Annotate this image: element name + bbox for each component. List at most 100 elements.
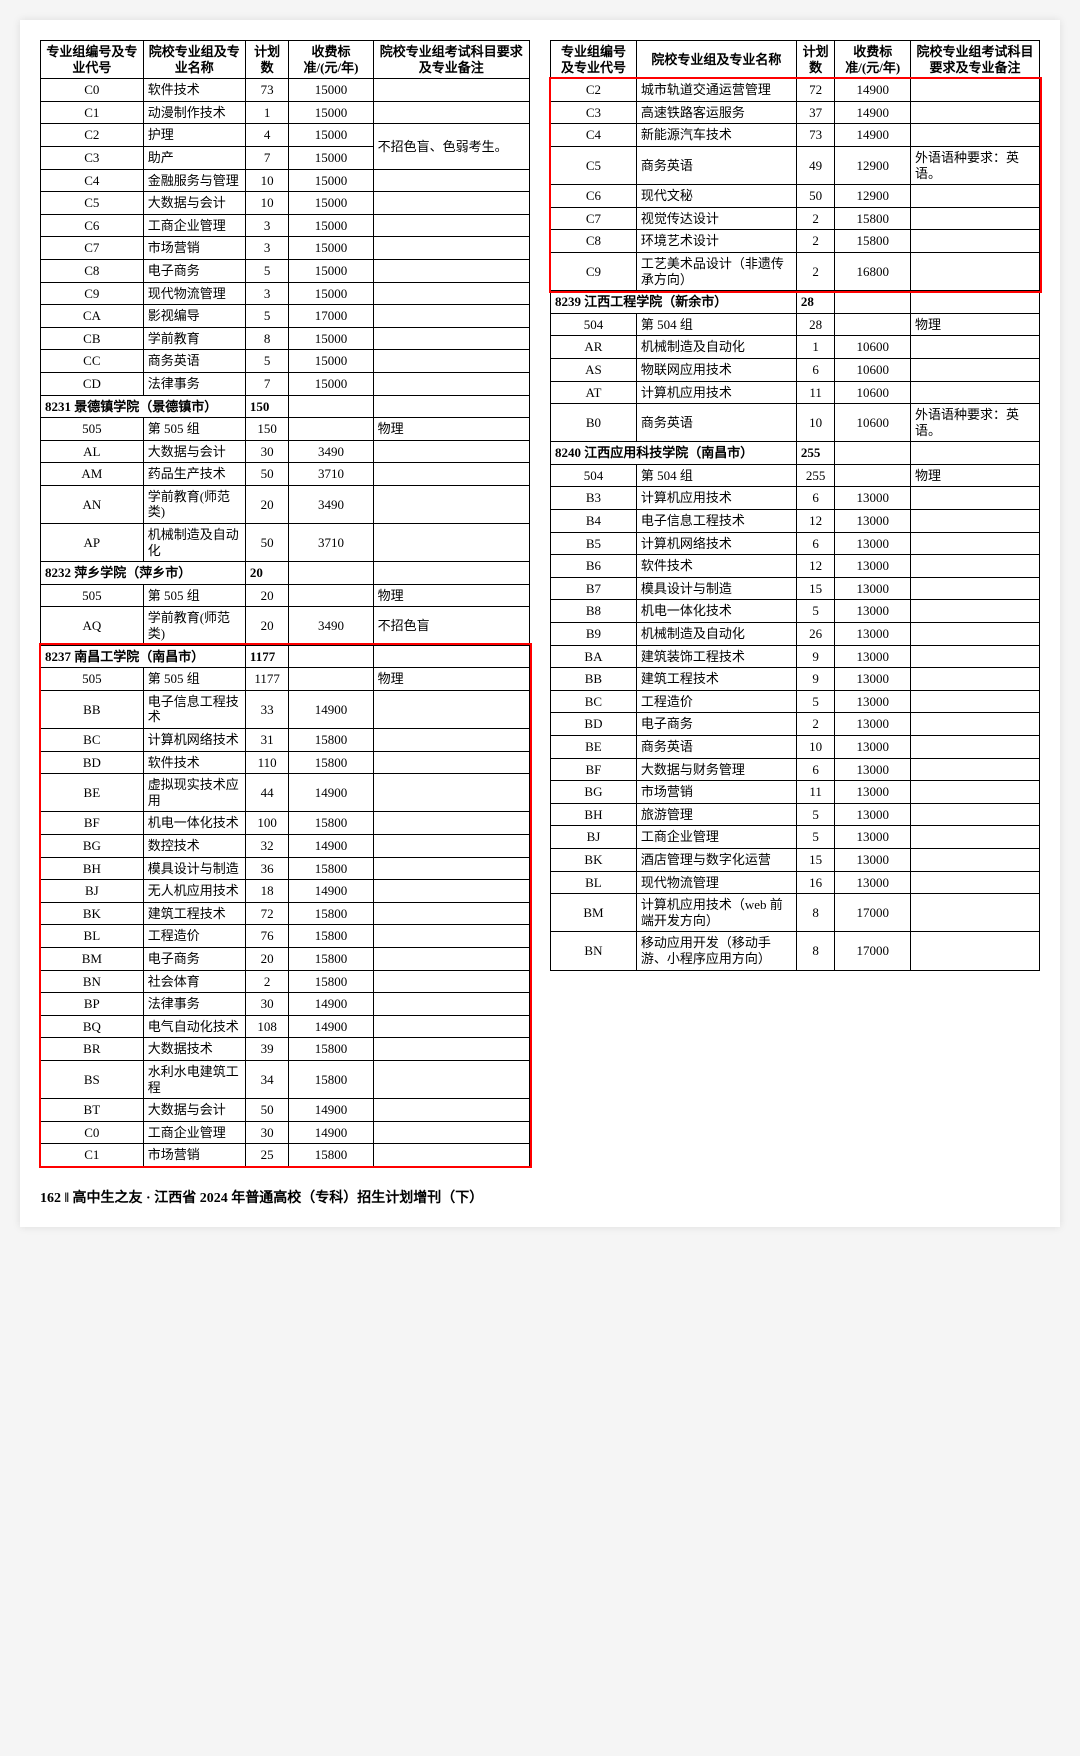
name-cell: 机械制造及自动化 xyxy=(636,336,796,359)
left-table: 专业组编号及专业代号 院校专业组及专业名称 计划数 收费标准/(元/年) 院校专… xyxy=(40,40,530,1167)
name-cell: 酒店管理与数字化运营 xyxy=(636,848,796,871)
note-cell xyxy=(911,736,1040,759)
name-cell: 数控技术 xyxy=(143,834,245,857)
table-row: B6软件技术1213000 xyxy=(551,555,1040,578)
name-cell: 工商企业管理 xyxy=(636,826,796,849)
note-cell xyxy=(911,510,1040,533)
plan-cell: 7 xyxy=(245,372,289,395)
left-column: 专业组编号及专业代号 院校专业组及专业名称 计划数 收费标准/(元/年) 院校专… xyxy=(40,40,530,1167)
fee-cell: 15000 xyxy=(289,237,373,260)
th-fee: 收费标准/(元/年) xyxy=(289,41,373,79)
code-cell: C0 xyxy=(41,1121,144,1144)
table-row: C7视觉传达设计215800 xyxy=(551,207,1040,230)
name-cell: 现代文秘 xyxy=(636,185,796,208)
note-cell xyxy=(911,645,1040,668)
table-row: 504第 504 组28物理 xyxy=(551,313,1040,336)
table-row: C6工商企业管理315000 xyxy=(41,214,530,237)
name-cell: 工艺美术品设计（非遗传承方向） xyxy=(636,252,796,290)
table-row: BH模具设计与制造3615800 xyxy=(41,857,530,880)
code-cell: BF xyxy=(41,812,144,835)
plan-cell: 10 xyxy=(245,192,289,215)
fee-cell: 17000 xyxy=(835,894,911,932)
fee-cell xyxy=(835,442,911,465)
note-cell xyxy=(911,185,1040,208)
name-cell: 计算机应用技术 xyxy=(636,381,796,404)
note-cell xyxy=(373,1099,529,1122)
table-row: C9现代物流管理315000 xyxy=(41,282,530,305)
note-cell xyxy=(911,79,1040,102)
note-cell xyxy=(911,381,1040,404)
code-cell: BG xyxy=(41,834,144,857)
name-cell: 软件技术 xyxy=(636,555,796,578)
table-row: C7市场营销315000 xyxy=(41,237,530,260)
note-cell xyxy=(911,690,1040,713)
plan-cell: 10 xyxy=(796,404,835,442)
code-cell: C3 xyxy=(41,146,144,169)
note-cell: 物理 xyxy=(911,313,1040,336)
note-cell xyxy=(911,600,1040,623)
fee-cell: 3710 xyxy=(289,463,373,486)
fee-cell: 15000 xyxy=(289,192,373,215)
table-row: AM药品生产技术503710 xyxy=(41,463,530,486)
code-cell: BE xyxy=(41,774,144,812)
th-note: 院校专业组考试科目要求及专业备注 xyxy=(911,41,1040,79)
note-cell xyxy=(373,101,529,124)
fee-cell: 17000 xyxy=(835,932,911,970)
name-cell: 计算机应用技术 xyxy=(636,487,796,510)
table-row: 505第 505 组1177物理 xyxy=(41,668,530,691)
fee-cell: 13000 xyxy=(835,690,911,713)
plan-cell: 255 xyxy=(796,442,835,465)
plan-cell: 30 xyxy=(245,1121,289,1144)
fee-cell: 15000 xyxy=(289,169,373,192)
name-cell: 第 505 组 xyxy=(143,418,245,441)
note-cell xyxy=(911,932,1040,970)
name-cell: 现代物流管理 xyxy=(143,282,245,305)
code-cell: BD xyxy=(41,751,144,774)
note-cell xyxy=(373,880,529,903)
plan-cell: 8 xyxy=(796,932,835,970)
fee-cell: 14900 xyxy=(835,101,911,124)
name-cell: 电子商务 xyxy=(143,947,245,970)
table-row: B4电子信息工程技术1213000 xyxy=(551,510,1040,533)
table-row: C0工商企业管理3014900 xyxy=(41,1121,530,1144)
fee-cell: 15000 xyxy=(289,124,373,147)
note-cell xyxy=(373,79,529,102)
code-cell: C7 xyxy=(41,237,144,260)
table-row: B0商务英语1010600外语语种要求：英语。 xyxy=(551,404,1040,442)
code-cell: BM xyxy=(551,894,637,932)
code-cell: C2 xyxy=(41,124,144,147)
table-row: BN社会体育215800 xyxy=(41,970,530,993)
plan-cell: 1177 xyxy=(245,645,289,668)
note-cell xyxy=(373,857,529,880)
page: 专业组编号及专业代号 院校专业组及专业名称 计划数 收费标准/(元/年) 院校专… xyxy=(20,20,1060,1227)
name-cell: 影视编导 xyxy=(143,305,245,328)
plan-cell: 16 xyxy=(796,871,835,894)
name-cell: 模具设计与制造 xyxy=(636,577,796,600)
code-cell: BB xyxy=(41,690,144,728)
fee-cell: 15800 xyxy=(835,207,911,230)
fee-cell xyxy=(289,584,373,607)
plan-cell: 33 xyxy=(245,690,289,728)
note-cell xyxy=(373,562,529,585)
note-cell xyxy=(373,947,529,970)
code-cell: AL xyxy=(41,440,144,463)
fee-cell: 10600 xyxy=(835,358,911,381)
th-fee: 收费标准/(元/年) xyxy=(835,41,911,79)
note-cell xyxy=(911,871,1040,894)
name-cell: 工商企业管理 xyxy=(143,214,245,237)
code-cell: B4 xyxy=(551,510,637,533)
fee-cell: 13000 xyxy=(835,781,911,804)
fee-cell: 14900 xyxy=(835,79,911,102)
code-cell: CD xyxy=(41,372,144,395)
code-cell: C5 xyxy=(41,192,144,215)
name-cell: 城市轨道交通运营管理 xyxy=(636,79,796,102)
plan-cell: 73 xyxy=(245,79,289,102)
fee-cell xyxy=(289,418,373,441)
plan-cell: 10 xyxy=(796,736,835,759)
code-cell: C5 xyxy=(551,146,637,184)
fee-cell: 15000 xyxy=(289,350,373,373)
note-cell: 物理 xyxy=(373,668,529,691)
note-cell xyxy=(373,524,529,562)
name-cell: 电子商务 xyxy=(636,713,796,736)
name-cell: 现代物流管理 xyxy=(636,871,796,894)
